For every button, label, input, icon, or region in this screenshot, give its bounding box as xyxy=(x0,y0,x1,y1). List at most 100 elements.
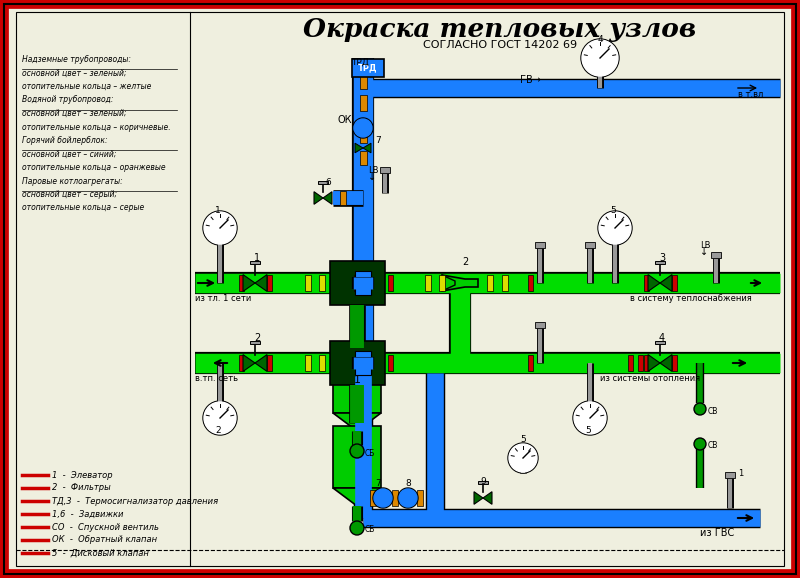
Bar xyxy=(319,275,325,291)
Polygon shape xyxy=(243,275,255,291)
Bar xyxy=(333,351,381,413)
Bar xyxy=(478,481,488,484)
Bar xyxy=(535,322,545,328)
Bar xyxy=(535,242,545,248)
Bar xyxy=(266,275,271,291)
Polygon shape xyxy=(333,488,381,506)
Bar xyxy=(318,181,328,184)
Circle shape xyxy=(599,212,631,244)
Polygon shape xyxy=(333,413,381,431)
Text: Надземные трубопроводы:: Надземные трубопроводы: xyxy=(22,55,131,64)
Text: Горячий бойлерблок:: Горячий бойлерблок: xyxy=(22,136,108,145)
Text: 1: 1 xyxy=(354,375,361,385)
Text: СВ: СВ xyxy=(708,442,718,450)
Bar xyxy=(359,73,366,89)
Bar xyxy=(585,242,595,248)
Text: 5: 5 xyxy=(610,206,616,215)
Text: 9: 9 xyxy=(480,477,486,486)
Circle shape xyxy=(573,401,607,435)
Bar xyxy=(671,355,677,371)
Text: основной цвет – синий;: основной цвет – синий; xyxy=(22,150,117,158)
Text: 1,6  -  Задвижки: 1,6 - Задвижки xyxy=(52,509,123,518)
Bar xyxy=(238,355,243,371)
Bar xyxy=(330,341,385,385)
Text: 5: 5 xyxy=(585,426,591,435)
Text: 2: 2 xyxy=(462,257,468,267)
Bar xyxy=(425,275,431,291)
Text: в т.вл: в т.вл xyxy=(738,90,763,99)
Text: 1: 1 xyxy=(254,253,260,263)
Text: 3: 3 xyxy=(659,253,665,263)
Text: 1: 1 xyxy=(215,206,221,215)
Bar xyxy=(359,151,366,165)
Polygon shape xyxy=(255,354,267,372)
Text: ГВ→: ГВ→ xyxy=(520,75,541,85)
Bar xyxy=(319,355,325,371)
Text: LB: LB xyxy=(368,166,378,175)
Bar xyxy=(352,59,384,77)
Text: 2: 2 xyxy=(254,333,260,343)
Text: СО  -  Спускной вентиль: СО - Спускной вентиль xyxy=(52,523,159,532)
Bar xyxy=(305,275,311,291)
Circle shape xyxy=(203,211,237,245)
Polygon shape xyxy=(660,275,672,291)
Text: отопительные кольца – коричневые.: отопительные кольца – коричневые. xyxy=(22,123,170,132)
Text: из ГВС: из ГВС xyxy=(700,528,734,538)
Bar xyxy=(711,252,721,258)
Text: 5  -  Дисковый клапан: 5 - Дисковый клапан xyxy=(52,549,149,558)
Bar xyxy=(627,355,633,371)
Text: 2  -  Фильтры: 2 - Фильтры xyxy=(52,484,110,492)
Text: 2: 2 xyxy=(215,426,221,435)
Polygon shape xyxy=(442,275,455,291)
Bar xyxy=(330,261,385,305)
Bar xyxy=(643,275,649,291)
Bar xyxy=(487,275,493,291)
Bar xyxy=(638,355,642,371)
Circle shape xyxy=(350,444,364,458)
Text: 8: 8 xyxy=(405,479,411,488)
Text: отопительные кольца – оранжевые: отопительные кольца – оранжевые xyxy=(22,163,166,172)
Bar xyxy=(305,355,311,371)
Polygon shape xyxy=(648,275,660,291)
Text: 1: 1 xyxy=(738,469,743,478)
Text: 7: 7 xyxy=(375,479,381,488)
Bar xyxy=(725,472,735,478)
Polygon shape xyxy=(363,143,371,153)
Polygon shape xyxy=(648,354,660,372)
Polygon shape xyxy=(355,143,363,153)
Text: ↓: ↓ xyxy=(700,247,708,257)
Bar xyxy=(266,355,271,371)
Circle shape xyxy=(204,212,236,244)
Text: 6: 6 xyxy=(325,178,330,187)
Text: СВ: СВ xyxy=(708,406,718,416)
Text: основной цвет – зеленый;: основной цвет – зеленый; xyxy=(22,109,126,118)
Text: СОГЛАСНО ГОСТ 14202 69: СОГЛАСНО ГОСТ 14202 69 xyxy=(423,40,577,50)
Text: отопительные кольца – желтые: отопительные кольца – желтые xyxy=(22,82,151,91)
Text: 5: 5 xyxy=(520,435,526,444)
Bar xyxy=(392,490,398,506)
Text: из тл. 1 сети: из тл. 1 сети xyxy=(195,294,251,303)
Circle shape xyxy=(694,438,706,450)
Text: из системы отопления: из системы отопления xyxy=(600,374,700,383)
Text: ТРД: ТРД xyxy=(358,64,378,72)
Text: Водяной трубопровод:: Водяной трубопровод: xyxy=(22,95,114,105)
Bar xyxy=(250,341,260,344)
Text: ↓: ↓ xyxy=(368,172,376,182)
Bar xyxy=(527,355,533,371)
Circle shape xyxy=(508,443,538,473)
Bar xyxy=(417,490,423,506)
Circle shape xyxy=(581,39,619,77)
Text: ТД,3  -  Термосигнализатор давления: ТД,3 - Термосигнализатор давления xyxy=(52,497,218,506)
Circle shape xyxy=(353,118,373,138)
Polygon shape xyxy=(314,192,323,204)
Circle shape xyxy=(204,402,236,434)
Circle shape xyxy=(350,521,364,535)
Bar xyxy=(355,351,371,375)
Bar xyxy=(655,261,665,264)
Bar xyxy=(671,275,677,291)
Bar xyxy=(387,355,393,371)
Text: отопительные кольца – серые: отопительные кольца – серые xyxy=(22,203,144,213)
Text: СБ: СБ xyxy=(365,525,375,535)
Text: основной цвет – серый;: основной цвет – серый; xyxy=(22,190,117,199)
Bar xyxy=(387,275,393,291)
